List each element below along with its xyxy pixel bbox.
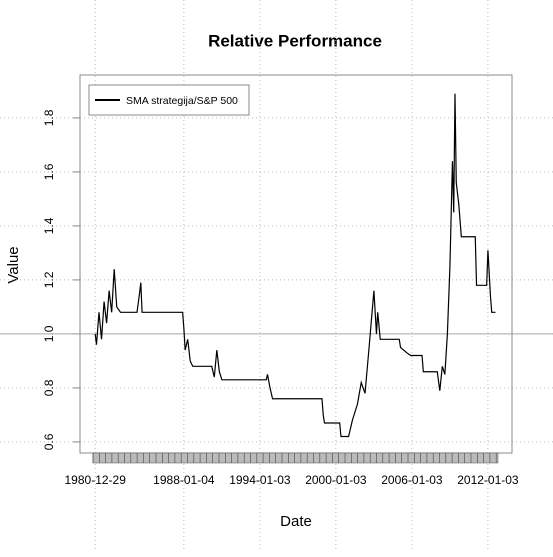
y-tick-label: 1.6 [42, 163, 56, 180]
x-tick-label: 2000-01-03 [305, 473, 367, 487]
x-tick-label: 2012-01-03 [457, 473, 519, 487]
x-tick-label: 2006-01-03 [381, 473, 443, 487]
x-axis-bar [92, 452, 499, 464]
y-tick-label: 0.6 [42, 433, 56, 450]
x-tick-label: 1980-12-29 [65, 473, 127, 487]
y-tick-label: 1.4 [42, 217, 56, 234]
x-tick-label: 1994-01-03 [229, 473, 291, 487]
x-axis-label: Date [280, 513, 312, 530]
chart-title: Relative Performance [208, 31, 382, 50]
legend-label: SMA strategija/S&P 500 [126, 95, 238, 107]
y-tick-label: 1.8 [42, 109, 56, 126]
x-tick-label: 1988-01-04 [153, 473, 215, 487]
series-line [94, 93, 496, 438]
plot-frame [79, 74, 513, 454]
y-axis-label: Value [5, 246, 22, 283]
y-tick-label: 0.8 [42, 379, 56, 396]
y-tick-label: 1.2 [42, 271, 56, 288]
